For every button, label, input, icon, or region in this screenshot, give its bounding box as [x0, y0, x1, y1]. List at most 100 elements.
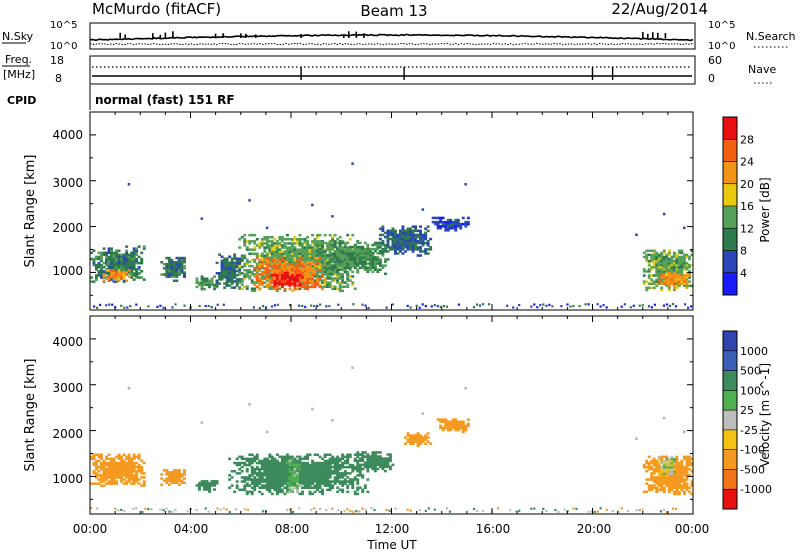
data-cell: [311, 271, 314, 274]
ground-echo: [246, 508, 249, 511]
ground-echo: [674, 305, 678, 308]
data-cell: [183, 273, 186, 276]
data-cell: [346, 472, 350, 475]
data-cell: [660, 276, 664, 279]
data-cell: [318, 484, 322, 487]
data-cell: [130, 255, 134, 259]
data-cell: [665, 478, 669, 481]
data-cell: [333, 482, 337, 485]
data-cell: [225, 282, 229, 285]
data-cell: [112, 465, 116, 469]
data-cell: [672, 482, 676, 485]
data-cell: [210, 283, 214, 287]
data-cell: [421, 237, 425, 241]
data-cell: [642, 270, 646, 273]
data-cell: [296, 470, 299, 473]
data-cell: [255, 266, 259, 270]
data-cell: [183, 473, 186, 476]
data-cell: [647, 488, 651, 492]
data-cell: [117, 467, 121, 471]
colorbar-swatch: [723, 390, 737, 411]
data-cell: [296, 478, 299, 481]
data-cell: [328, 486, 332, 489]
data-cell: [421, 436, 425, 439]
data-cell: [132, 463, 136, 467]
data-cell: [373, 243, 377, 247]
data-cell: [665, 263, 669, 267]
data-cell: [675, 474, 679, 477]
data-cell: [351, 250, 355, 253]
ground-echo: [548, 303, 551, 306]
data-cell: [446, 426, 450, 430]
data-cell: [326, 242, 330, 245]
data-cell: [183, 275, 186, 278]
data-cell: [675, 286, 679, 289]
data-cell: [660, 261, 664, 265]
data-cell: [243, 269, 247, 272]
data-cell: [341, 285, 345, 288]
data-cell: [265, 238, 269, 241]
data-cell: [685, 474, 689, 477]
data-cell: [275, 470, 279, 473]
data-cell: [100, 480, 103, 483]
data-cell: [456, 420, 460, 423]
data-cell: [331, 484, 335, 487]
data-cell: [394, 233, 397, 237]
data-cell: [107, 470, 111, 473]
data-cell: [288, 248, 292, 251]
data-cell: [449, 426, 453, 430]
data-cell: [655, 463, 659, 467]
data-cell: [384, 463, 387, 467]
data-cell: [130, 467, 134, 471]
data-cell: [140, 476, 144, 479]
data-cell: [688, 455, 691, 459]
data-cell: [348, 482, 352, 485]
data-cell: [381, 241, 385, 245]
data-cell: [313, 453, 317, 456]
data-cell: [273, 457, 277, 461]
ground-echo: [659, 510, 662, 513]
ground-echo: [478, 304, 482, 307]
data-cell: [316, 463, 319, 467]
data-cell: [341, 240, 345, 243]
data-cell: [238, 467, 242, 471]
data-cell: [313, 275, 317, 278]
data-cell: [165, 265, 169, 268]
data-cell: [333, 279, 337, 282]
data-cell: [446, 225, 450, 228]
data-cell: [280, 461, 284, 465]
data-cell: [283, 263, 287, 266]
data-cell: [303, 482, 307, 485]
data-cell: [291, 478, 294, 481]
data-cell: [122, 259, 126, 263]
data-cell: [112, 280, 116, 283]
data-cell: [685, 284, 689, 288]
data-cell: [318, 271, 322, 274]
data-cell: [363, 241, 367, 245]
data-cell: [293, 250, 297, 253]
data-cell: [293, 463, 297, 467]
data-cell: [167, 261, 171, 264]
data-cell: [263, 273, 267, 276]
data-cell: [313, 285, 317, 289]
data-cell: [655, 278, 659, 281]
data-cell: [135, 478, 139, 481]
data-cell: [338, 275, 342, 278]
data-cell: [203, 484, 206, 487]
data-cell: [198, 482, 201, 485]
data-cell: [165, 471, 169, 474]
data-cell: [296, 486, 299, 489]
ground-echo: [159, 304, 162, 307]
data-cell: [338, 266, 342, 270]
data-cell: [321, 287, 324, 291]
data-cell: [130, 268, 134, 271]
data-cell: [278, 254, 282, 257]
data-cell: [306, 273, 309, 276]
data-cell: [348, 252, 352, 255]
data-cell: [338, 245, 342, 249]
data-cell: [657, 488, 661, 492]
data-cell: [293, 285, 297, 289]
data-cell: [137, 266, 141, 269]
data-cell: [353, 258, 357, 261]
data-cell: [321, 241, 324, 245]
